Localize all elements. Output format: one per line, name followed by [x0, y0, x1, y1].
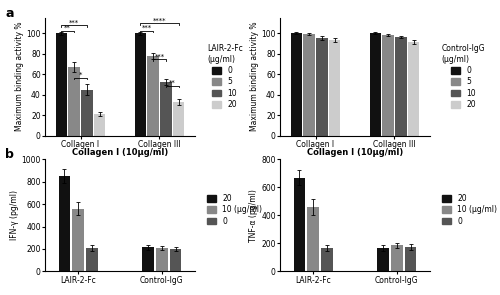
- Title: Collagen I (10μg/ml): Collagen I (10μg/ml): [72, 148, 168, 157]
- Bar: [294, 178, 306, 271]
- Text: **: **: [169, 80, 175, 86]
- Y-axis label: Maximum binding activity %: Maximum binding activity %: [250, 22, 258, 132]
- Bar: [304, 34, 315, 136]
- Bar: [382, 35, 394, 136]
- Legend: 20, 10 (μg/ml), 0: 20, 10 (μg/ml), 0: [204, 191, 265, 229]
- Text: ***: ***: [154, 53, 164, 59]
- Text: *: *: [79, 72, 82, 78]
- Bar: [391, 245, 402, 271]
- Bar: [322, 248, 333, 271]
- Legend: 0, 5, 10, 20: 0, 5, 10, 20: [439, 41, 488, 112]
- Bar: [156, 248, 168, 271]
- Y-axis label: TNF-α (pg/ml): TNF-α (pg/ml): [250, 189, 258, 242]
- Bar: [377, 248, 388, 271]
- Bar: [142, 247, 154, 271]
- Bar: [58, 176, 70, 271]
- Bar: [173, 102, 184, 136]
- Text: **: **: [64, 24, 71, 30]
- Text: ***: ***: [142, 24, 152, 30]
- Bar: [160, 82, 172, 136]
- Bar: [290, 33, 302, 136]
- Legend: 20, 10 (μg/ml), 0: 20, 10 (μg/ml), 0: [439, 191, 500, 229]
- Bar: [308, 207, 319, 271]
- Bar: [82, 89, 92, 136]
- Bar: [329, 40, 340, 136]
- Text: ***: ***: [69, 19, 79, 25]
- Legend: 0, 5, 10, 20: 0, 5, 10, 20: [204, 41, 246, 112]
- Text: b: b: [5, 148, 14, 160]
- Y-axis label: Maximum binding activity %: Maximum binding activity %: [14, 22, 24, 132]
- Bar: [170, 249, 181, 271]
- Y-axis label: IFN-γ (pg/ml): IFN-γ (pg/ml): [10, 190, 18, 240]
- Bar: [370, 33, 381, 136]
- Text: a: a: [5, 7, 14, 20]
- Bar: [94, 114, 106, 136]
- Text: ****: ****: [152, 17, 166, 23]
- Bar: [148, 56, 158, 136]
- Bar: [68, 67, 80, 136]
- Bar: [72, 209, 84, 271]
- Bar: [408, 42, 420, 136]
- Bar: [56, 33, 67, 136]
- Bar: [86, 248, 98, 271]
- Bar: [395, 37, 406, 136]
- Title: Collagen I (10μg/ml): Collagen I (10μg/ml): [307, 148, 403, 157]
- Bar: [316, 38, 328, 136]
- Bar: [404, 247, 416, 271]
- Bar: [134, 33, 146, 136]
